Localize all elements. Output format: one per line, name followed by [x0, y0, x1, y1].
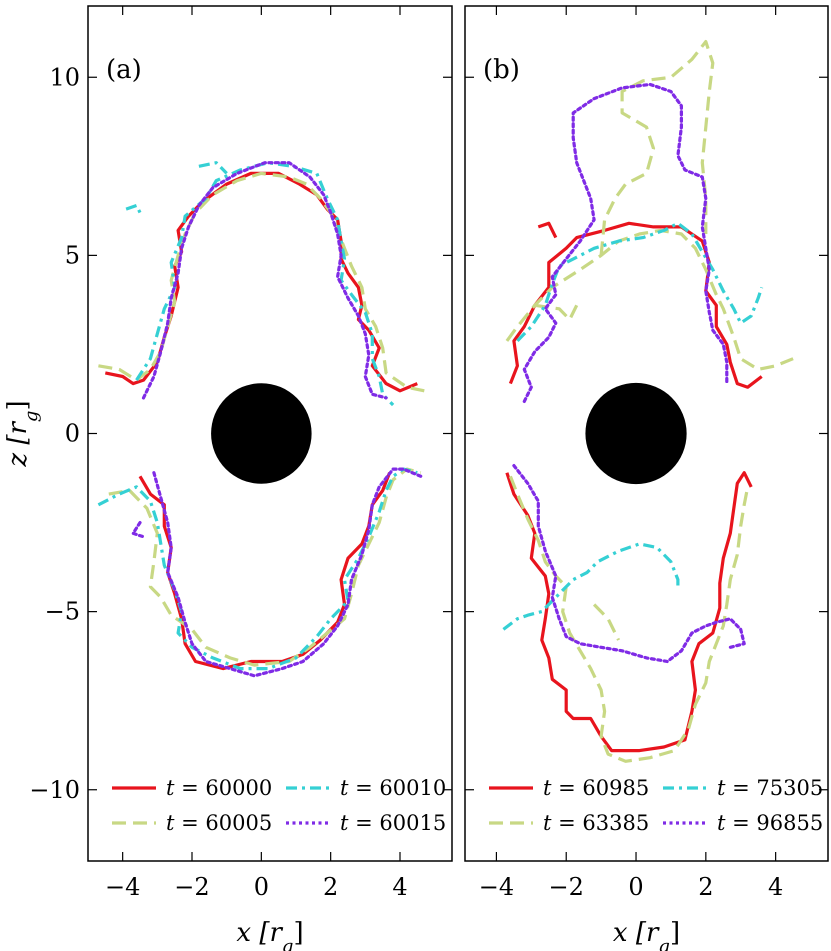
x-tick-label: −4: [105, 873, 140, 901]
series-line-3-0: [522, 82, 729, 403]
series-line-2-1: [125, 203, 142, 214]
legend-label: t = 60005: [166, 811, 272, 835]
x-tick-label: −2: [549, 873, 584, 901]
legend-label: t = 63385: [543, 811, 649, 835]
series-line-1-2: [599, 40, 715, 256]
series-line-2-3: [97, 467, 418, 671]
x-tick-label: −4: [479, 873, 514, 901]
y-tick-label: 5: [65, 241, 80, 269]
x-axis-label: x [rg]: [613, 918, 680, 951]
x-tick-label: 0: [254, 873, 269, 901]
black-hole-disk: [211, 383, 312, 484]
series-line-3-1: [131, 521, 146, 539]
series-group: [97, 161, 425, 678]
x-tick-label: 4: [768, 873, 783, 901]
y-axis-label: z [rg]: [3, 400, 42, 467]
x-axis-label: x [rg]: [236, 918, 303, 951]
series-line-1-0: [505, 228, 794, 371]
legend-label: t = 75305: [717, 776, 823, 800]
series-line-1-1: [108, 467, 422, 667]
series-line-2-0: [516, 221, 764, 343]
series-line-1-1: [534, 303, 579, 322]
legend-label: t = 60010: [340, 776, 446, 800]
y-tick-label: 10: [49, 63, 80, 91]
legend-label: t = 60985: [543, 776, 649, 800]
series-line-1-4: [592, 603, 621, 641]
legend: t = 60985 t = 63385 t = 75305 t = 96855: [489, 776, 823, 835]
x-tick-label: 2: [698, 873, 713, 901]
panel-b: −4 −2 0 2 4 (b) x [rg] t = 60985 t = 63385 t = 75…: [464, 5, 829, 951]
y-tick-label: 0: [65, 420, 80, 448]
legend-label: t = 60000: [166, 776, 272, 800]
series-line-3-1: [512, 464, 746, 664]
legend: t = 60000 t = 60005 t = 60010 t = 60015: [112, 776, 446, 835]
series-line-3-2: [152, 467, 423, 678]
series-line-0-1: [537, 221, 558, 239]
x-tick-label: 0: [628, 873, 643, 901]
black-hole-disk: [585, 382, 687, 485]
x-tick-label: −2: [174, 873, 209, 901]
x-tick-label: 2: [323, 873, 338, 901]
legend-label: t = 60015: [340, 811, 446, 835]
series-line-2-1: [502, 542, 680, 631]
series-line-0-0: [508, 221, 763, 389]
series-group: [502, 40, 794, 763]
x-tick-label: 4: [392, 873, 407, 901]
y-tick-label: −5: [45, 598, 80, 626]
panel-label: (a): [106, 55, 142, 85]
legend-label: t = 96855: [717, 811, 823, 835]
series-line-2-2: [198, 161, 228, 175]
y-tick-label: −10: [29, 776, 80, 804]
series-line-0-2: [505, 471, 753, 753]
series-line-3-0: [141, 161, 388, 400]
panel-label: (b): [483, 55, 520, 85]
panel-a: −4 −2 0 2 4 −10 −5 0 5 10 (a) x [rg] z [rg] t = 60000…: [3, 5, 453, 951]
